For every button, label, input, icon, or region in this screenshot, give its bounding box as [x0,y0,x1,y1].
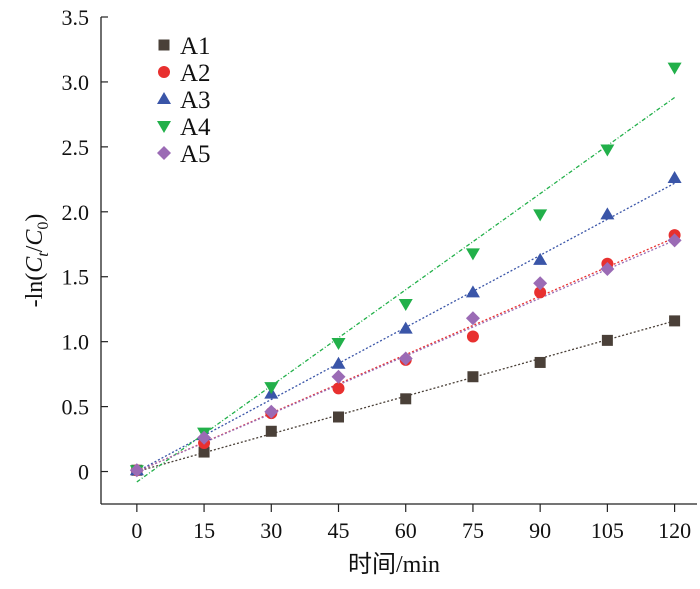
x-tick-label: 45 [328,518,350,543]
data-point-a2 [466,330,479,343]
fit-line-a1 [136,320,675,473]
data-point-a3 [465,285,480,298]
legend-label-a5: A5 [180,141,211,168]
data-point-a2 [332,382,345,395]
data-point-a5 [465,311,480,326]
legend-label-a2: A2 [180,60,211,87]
y-tick-label: 1.0 [62,330,90,355]
x-tick-label: 120 [658,518,691,543]
y-axis-label: -ln(Ct/C0) [22,214,52,308]
data-point-a5 [197,430,212,445]
fit-line-a4 [136,96,675,483]
data-points [129,62,682,478]
data-point-a4 [398,299,413,312]
data-point-a1 [333,411,345,423]
data-point-a5 [331,369,346,384]
y-tick-label: 3.0 [62,70,90,95]
x-tick-label: 30 [260,518,282,543]
data-point-a1 [669,315,681,327]
data-point-a4 [465,248,480,261]
x-tick-label: 90 [529,518,551,543]
data-point-a5 [264,404,279,419]
fit-lines [136,96,675,483]
data-point-a4 [667,62,682,75]
x-tick-label: 105 [591,518,624,543]
x-tick-label: 60 [395,518,417,543]
data-point-a3 [667,171,682,184]
y-tick-label: 2.5 [62,135,90,160]
legend-marker-a4 [157,121,171,133]
x-tick-label: 15 [193,518,215,543]
data-point-a4 [533,209,548,222]
data-point-a1 [534,356,546,368]
y-tick-label: 2.0 [62,200,90,225]
data-point-a4 [264,382,279,395]
axes: 0 0.5 1.0 1.5 2.0 2.5 3.0 3.5 0 15 30 45 60 75 90 105 12… [22,5,697,578]
x-axis-label: 时间/min [348,551,440,578]
x-tick-label: 0 [131,518,142,543]
data-point-a5 [533,276,548,291]
data-point-a1 [265,425,277,437]
data-point-a4 [331,337,346,350]
x-tick-label: 75 [462,518,484,543]
data-point-a1 [601,334,613,346]
legend-label-a1: A1 [180,33,211,60]
data-point-a3 [600,207,615,220]
data-point-a5 [398,351,413,366]
data-point-a1 [198,446,210,458]
data-point-a2 [534,286,547,299]
legend-marker-a2 [158,66,170,78]
data-point-a5 [600,261,615,276]
data-point-a1 [400,393,412,405]
data-point-a1 [467,371,479,383]
legend-label-a4: A4 [180,114,211,141]
y-tick-label: 0.5 [62,395,90,420]
data-point-a5 [129,463,144,478]
legend-marker-a3 [157,92,171,104]
data-point-a3 [331,356,346,369]
legend-label-a3: A3 [180,87,211,114]
data-point-a3 [533,252,548,265]
legend-marker-a1 [158,39,170,51]
data-point-a4 [600,144,615,157]
legend-marker-a5 [157,146,171,160]
y-tick-label: 3.5 [62,5,90,30]
data-point-a3 [398,321,413,334]
data-point-a5 [667,233,682,248]
y-tick-label: 0 [78,460,89,485]
y-tick-label: 1.5 [62,265,90,290]
